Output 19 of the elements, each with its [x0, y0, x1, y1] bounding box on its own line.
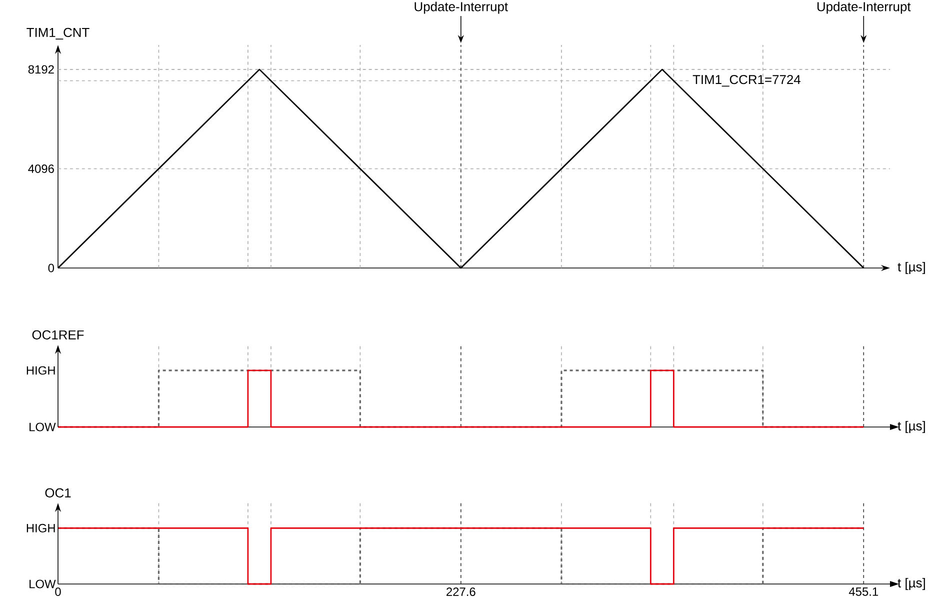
ref-line-label: TIM1_CCR1=7724	[692, 74, 800, 87]
y-tick-label: 4096	[28, 164, 54, 173]
x-axis-title: t [µs]	[898, 420, 925, 434]
x-axis-title: t [µs]	[898, 262, 925, 274]
y-axis-title: OC1REF	[32, 330, 84, 340]
y-tick-label: 8192	[28, 65, 54, 74]
x-tick-label: 455.1	[848, 588, 878, 596]
ref-line-label: Update-Interrupt	[414, 2, 508, 14]
text: HIGH	[26, 524, 55, 532]
y-axis-title: TIM1_CNT	[26, 28, 90, 40]
y-axis-title: OC1	[45, 488, 71, 498]
x-tick-label: 0	[55, 588, 61, 596]
text: LOW	[30, 422, 56, 432]
x-axis-title: t [µs]	[898, 578, 925, 590]
ref-line-label: Update-Interrupt	[817, 2, 911, 14]
text: LOW	[30, 580, 56, 588]
x-tick-label: 227.6	[446, 588, 476, 596]
text: HIGH	[26, 366, 55, 375]
y-tick-label: 0	[48, 264, 54, 272]
